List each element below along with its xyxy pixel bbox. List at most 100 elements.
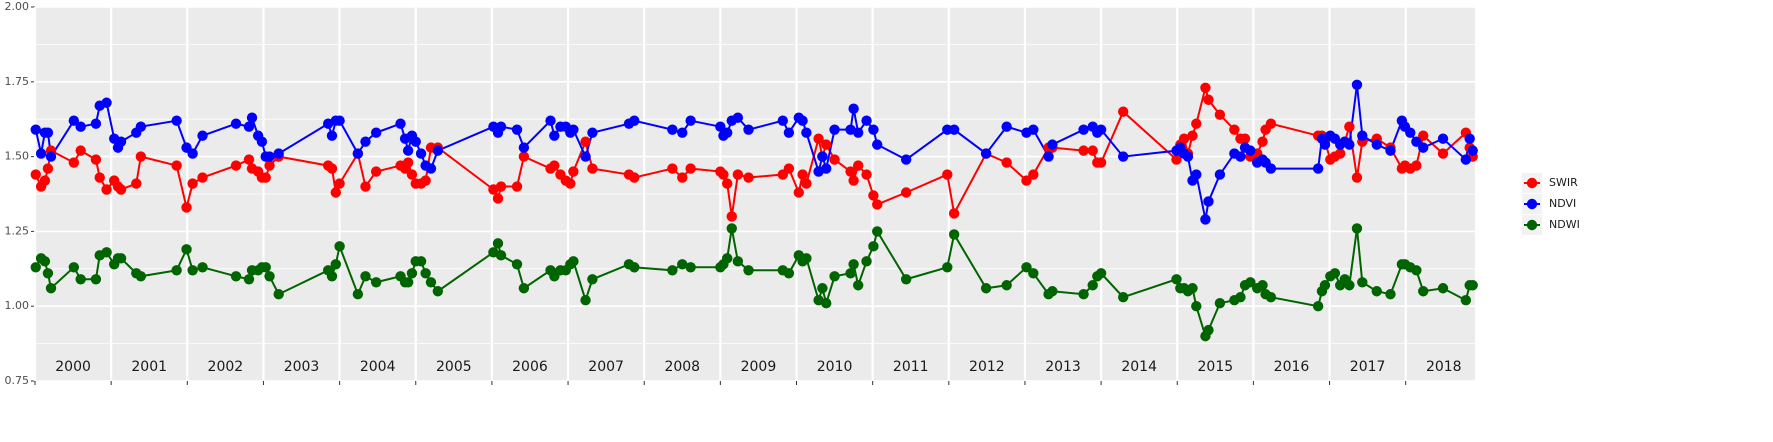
x-tick-label: 2012	[969, 359, 1005, 375]
data-point	[410, 136, 421, 147]
data-point	[171, 265, 182, 276]
legend-label: SWIR	[1549, 176, 1578, 189]
data-point	[187, 265, 198, 276]
data-point	[1001, 157, 1012, 168]
data-point	[872, 139, 883, 150]
data-point	[722, 253, 733, 264]
data-point	[334, 115, 345, 126]
data-point	[549, 160, 560, 171]
data-point	[861, 169, 872, 180]
data-point	[1245, 145, 1256, 156]
data-point	[629, 262, 640, 273]
data-point	[1371, 286, 1382, 297]
data-point	[1411, 136, 1422, 147]
data-point	[667, 163, 678, 174]
data-point	[75, 145, 86, 156]
data-point	[42, 163, 54, 174]
data-point	[39, 175, 51, 186]
data-point	[90, 274, 102, 285]
x-tick-label: 2008	[664, 359, 700, 375]
data-point	[1437, 133, 1449, 144]
data-point	[1203, 324, 1214, 336]
data-point	[948, 229, 960, 240]
data-point	[568, 124, 579, 135]
data-point	[1200, 214, 1211, 225]
data-point	[1078, 289, 1089, 300]
x-tick-label: 2017	[1350, 359, 1386, 375]
x-tick-label: 2018	[1426, 359, 1462, 375]
data-point	[1418, 142, 1429, 153]
data-point	[68, 262, 80, 273]
data-point	[1047, 286, 1058, 297]
x-tick-label: 2002	[208, 359, 244, 375]
data-point	[677, 259, 688, 270]
data-point	[326, 163, 338, 174]
data-point	[230, 160, 242, 171]
data-point	[900, 154, 912, 165]
data-point	[685, 163, 696, 174]
data-point	[948, 124, 960, 135]
data-point	[45, 283, 57, 294]
data-point	[1460, 295, 1472, 306]
data-point	[1200, 82, 1211, 93]
data-point	[1411, 265, 1422, 276]
data-point	[260, 172, 271, 183]
data-point	[667, 265, 678, 276]
data-point	[511, 124, 523, 135]
data-point	[942, 169, 953, 180]
data-point	[545, 115, 556, 126]
data-point	[743, 265, 754, 276]
data-point	[677, 172, 688, 183]
data-point	[872, 226, 883, 237]
data-point	[829, 154, 840, 165]
data-point	[334, 178, 345, 189]
data-point	[1405, 127, 1416, 138]
y-tick-label: 1.50	[5, 150, 30, 163]
x-tick-label: 2009	[741, 359, 777, 375]
data-point	[1257, 280, 1268, 291]
data-point	[1411, 160, 1422, 171]
data-point	[845, 166, 856, 177]
x-tick-label: 2011	[893, 359, 929, 375]
data-point	[1344, 121, 1355, 132]
legend-label: NDVI	[1549, 197, 1576, 210]
data-point	[135, 151, 147, 162]
data-point	[829, 124, 840, 135]
data-point	[94, 172, 105, 183]
data-point	[852, 280, 864, 291]
data-point	[68, 157, 80, 168]
data-point	[68, 115, 80, 126]
x-tick-label: 2006	[512, 359, 548, 375]
data-point	[801, 253, 812, 264]
data-point	[425, 163, 437, 174]
data-point	[722, 127, 733, 138]
data-point	[549, 130, 560, 141]
x-tick-label: 2001	[131, 359, 167, 375]
data-point	[580, 151, 591, 162]
data-point	[1464, 133, 1475, 144]
data-point	[1078, 145, 1089, 156]
data-point	[1187, 283, 1198, 294]
data-point	[1312, 163, 1324, 174]
data-point	[260, 262, 271, 273]
data-point	[171, 115, 182, 126]
data-point	[629, 172, 640, 183]
y-tick-label: 1.00	[5, 299, 30, 312]
data-point	[264, 160, 275, 171]
data-point	[425, 277, 437, 288]
data-point	[370, 277, 382, 288]
data-point	[1191, 118, 1202, 129]
data-point	[722, 178, 733, 189]
data-point	[171, 160, 182, 171]
data-point	[1437, 283, 1449, 294]
y-tick-label: 0.75	[5, 374, 30, 387]
data-point	[511, 259, 523, 270]
data-point	[360, 136, 371, 147]
data-point	[726, 211, 737, 222]
data-point	[495, 181, 507, 192]
data-point	[829, 271, 840, 282]
data-point	[90, 154, 102, 165]
data-point	[432, 145, 444, 156]
data-point	[273, 148, 284, 159]
data-point	[326, 130, 338, 141]
